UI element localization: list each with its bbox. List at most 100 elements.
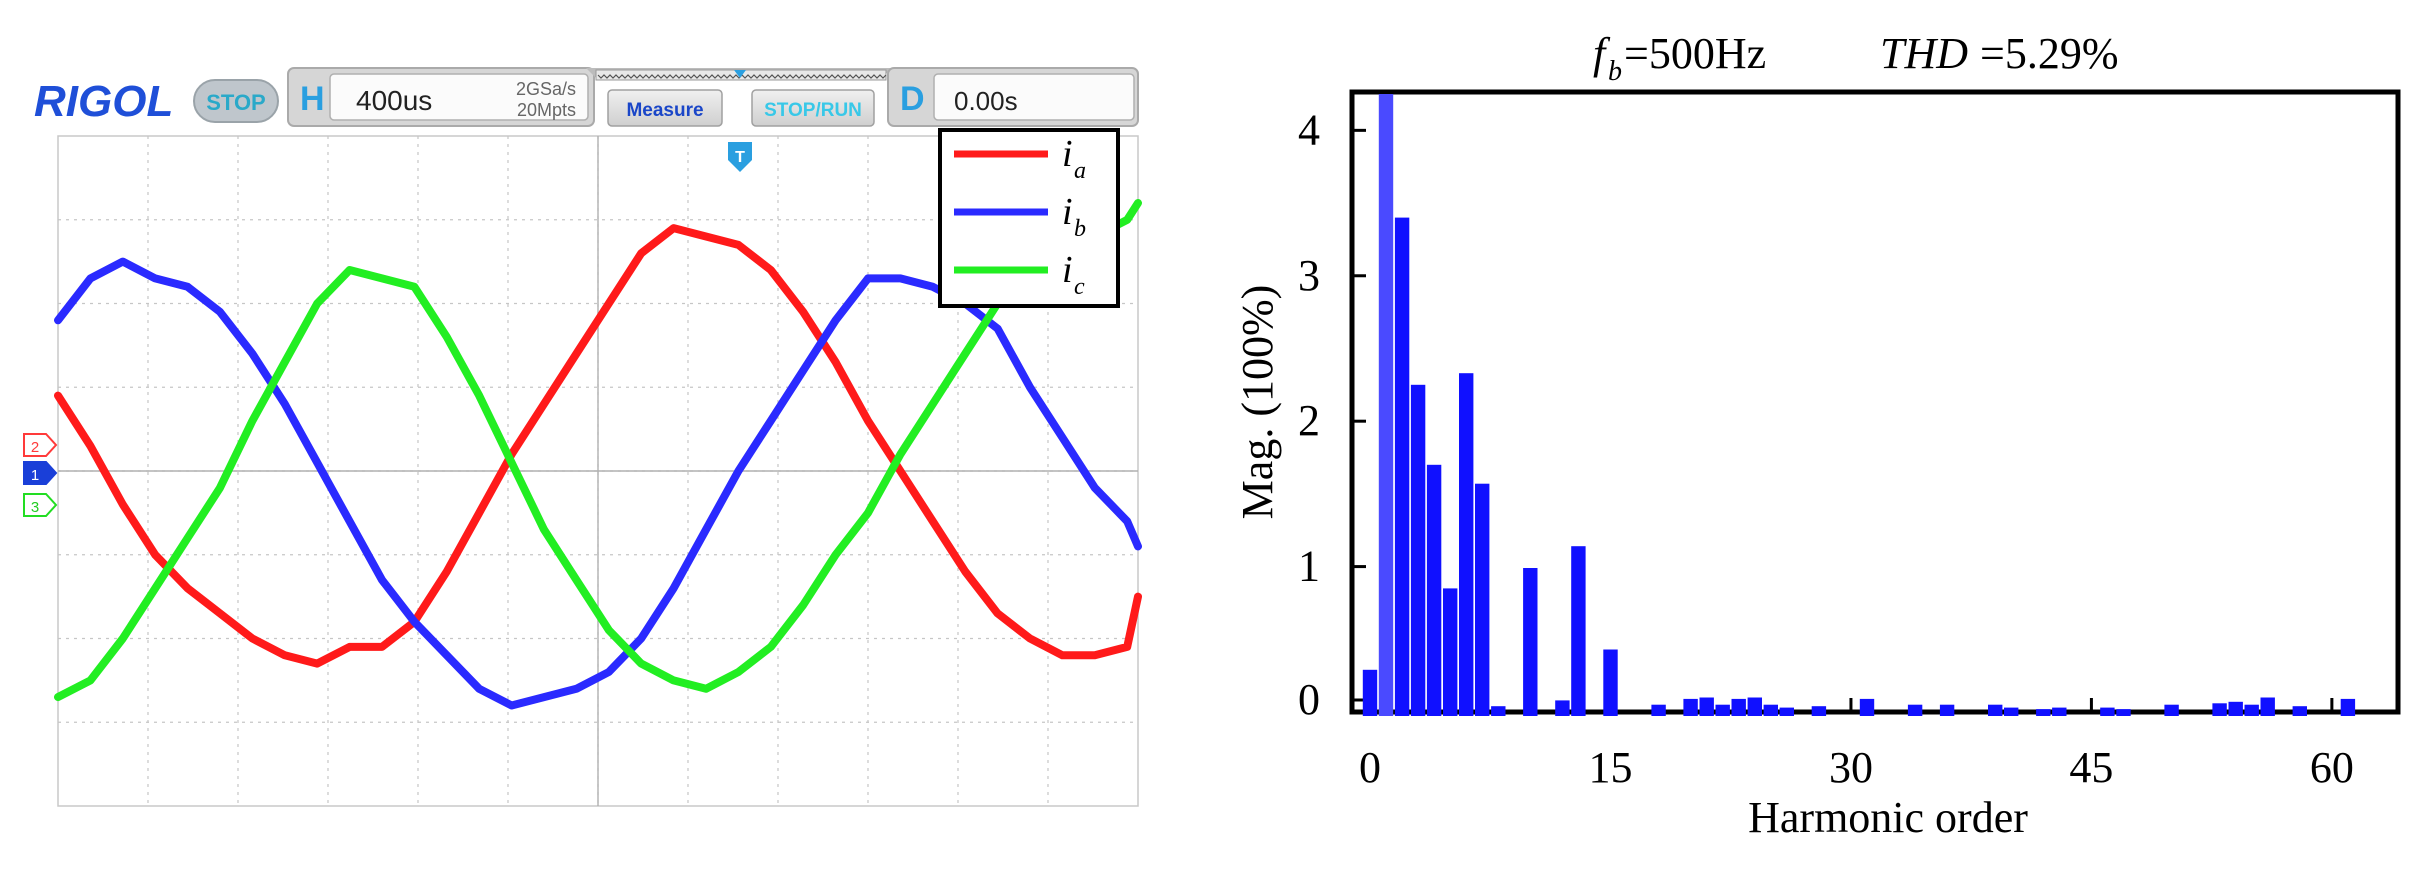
stop-run-label: STOP/RUN — [764, 100, 862, 121]
harmonic-bar-40 — [2004, 707, 2019, 716]
harmonic-bar-24 — [1747, 697, 1762, 716]
spectrum-axes: 0 1 2 3 4 0 15 30 45 60 — [1298, 105, 2354, 792]
x-axis-label: Harmonic order — [1748, 793, 2028, 842]
channel-1-label: 1 — [31, 467, 39, 484]
harmonic-bar-10 — [1523, 568, 1538, 716]
trace-i-a — [54, 224, 1142, 668]
harmonic-bar-4 — [1426, 464, 1442, 716]
trigger-position-icon — [734, 70, 746, 78]
harmonic-bar-2 — [1394, 217, 1410, 716]
stop-run-button[interactable]: STOP/RUN — [751, 89, 875, 127]
scope-screen: T 2 1 3 i a i b — [23, 128, 1142, 807]
harmonic-bar-25 — [1763, 704, 1778, 716]
horizontal-panel[interactable]: H 400us 2GSa/s 20Mpts — [287, 67, 595, 127]
scope-legend: i a i b i c — [938, 128, 1120, 308]
trigger-marker: T — [728, 142, 752, 172]
spectrum-plot-frame — [1349, 89, 2401, 715]
harmonic-bar-42 — [2036, 709, 2051, 716]
memory-strip — [586, 68, 892, 81]
harmonic-bar-13 — [1571, 546, 1586, 716]
x-tick-label: 45 — [2069, 743, 2113, 792]
scope-grid — [58, 136, 1138, 806]
harmonic-bar-5 — [1443, 588, 1458, 716]
legend-ia-symbol: i — [1062, 133, 1073, 175]
legend-item-ib: i b — [954, 191, 1086, 242]
harmonic-bar-20 — [1683, 698, 1698, 716]
y-tick-label: 0 — [1298, 675, 1320, 724]
spectrum-chart: f b =500Hz THD =5.29% 0 1 2 3 4 0 15 30 45 60 Har… — [1233, 29, 2401, 842]
harmonic-bar-39 — [1988, 704, 2003, 716]
channel-2-label: 2 — [31, 439, 39, 456]
harmonic-bar-31 — [1859, 698, 1875, 716]
delay-value: 0.00s — [954, 86, 1018, 116]
legend-ic-sub: c — [1074, 274, 1085, 300]
harmonic-bar-6 — [1459, 373, 1474, 716]
y-tick-label: 3 — [1298, 251, 1320, 300]
legend-item-ic: i c — [954, 249, 1085, 300]
y-tick-label: 2 — [1298, 396, 1320, 445]
harmonic-bar-55 — [2244, 704, 2259, 716]
legend-item-ia: i a — [954, 133, 1086, 184]
h-label: H — [300, 80, 325, 118]
legend-ib-symbol: i — [1062, 191, 1073, 233]
title-thd-value: =5.29% — [1980, 29, 2118, 78]
legend-ib-sub: b — [1074, 216, 1086, 242]
trace-i-b — [54, 257, 1142, 710]
sample-rate: 2GSa/s — [516, 79, 576, 99]
measure-label: Measure — [626, 100, 703, 121]
title-thd-label: THD — [1880, 29, 1968, 78]
channel-3-label: 3 — [31, 499, 39, 516]
harmonic-bar-53 — [2212, 703, 2227, 716]
harmonic-bar-46 — [2100, 707, 2115, 716]
harmonic-bar-47 — [2116, 709, 2131, 716]
harmonic-bar-26 — [1779, 707, 1794, 716]
harmonic-bar-3 — [1410, 384, 1426, 716]
x-tick-label: 15 — [1588, 743, 1632, 792]
harmonic-bar-34 — [1907, 704, 1923, 716]
title-frequency: =500Hz — [1624, 29, 1766, 78]
y-tick-label: 4 — [1298, 105, 1320, 154]
harmonic-bar-23 — [1731, 698, 1746, 716]
status-text: STOP — [206, 90, 266, 115]
harmonic-bar-36 — [1939, 704, 1955, 716]
harmonic-bar-0 — [1362, 669, 1378, 716]
harmonic-bar-43 — [2052, 707, 2067, 716]
harmonic-bar-28 — [1811, 706, 1827, 716]
harmonic-bar-12 — [1555, 700, 1570, 716]
x-tick-label: 60 — [2310, 743, 2354, 792]
harmonic-bar-54 — [2228, 701, 2243, 716]
harmonic-bar-22 — [1715, 704, 1730, 716]
channel-1-marker: 1 — [23, 461, 58, 485]
harmonic-bar-50 — [2164, 704, 2179, 716]
measure-button[interactable]: Measure — [607, 89, 723, 127]
harmonic-bar-18 — [1651, 704, 1666, 716]
harmonic-bar-56 — [2260, 697, 2275, 716]
harmonic-bar-15 — [1603, 649, 1618, 716]
timebase-value: 400us — [356, 85, 432, 116]
trace-i-c — [54, 199, 1142, 702]
memory-depth: 20Mpts — [517, 100, 576, 120]
channel-3-marker: 3 — [23, 493, 58, 517]
harmonic-bar-7 — [1475, 483, 1490, 716]
harmonic-bar-21 — [1699, 697, 1714, 716]
y-tick-label: 1 — [1298, 542, 1320, 591]
harmonic-bar-1 — [1378, 94, 1394, 716]
harmonic-bar-8 — [1491, 706, 1506, 716]
legend-ia-sub: a — [1074, 158, 1086, 184]
delay-panel[interactable]: D 0.00s — [887, 67, 1139, 127]
y-axis-label: Mag. (100%) — [1233, 285, 1282, 520]
harmonic-bar-61 — [2340, 698, 2356, 716]
trigger-marker-label: T — [735, 149, 745, 166]
scope-traces — [54, 199, 1142, 710]
d-label: D — [900, 80, 925, 118]
legend-ic-symbol: i — [1062, 249, 1073, 291]
status-badge: STOP — [193, 79, 279, 123]
scope-toolbar: RIGOL STOP H 400us 2GSa/s 20Mpts Measure… — [34, 67, 1139, 127]
rigol-logo: RIGOL — [34, 77, 173, 126]
harmonic-bar-58 — [2292, 706, 2307, 716]
channel-2-marker: 2 — [23, 433, 58, 457]
spectrum-bars — [1362, 94, 2356, 716]
x-tick-label: 30 — [1829, 743, 1873, 792]
title-f-subscript: b — [1608, 56, 1622, 87]
